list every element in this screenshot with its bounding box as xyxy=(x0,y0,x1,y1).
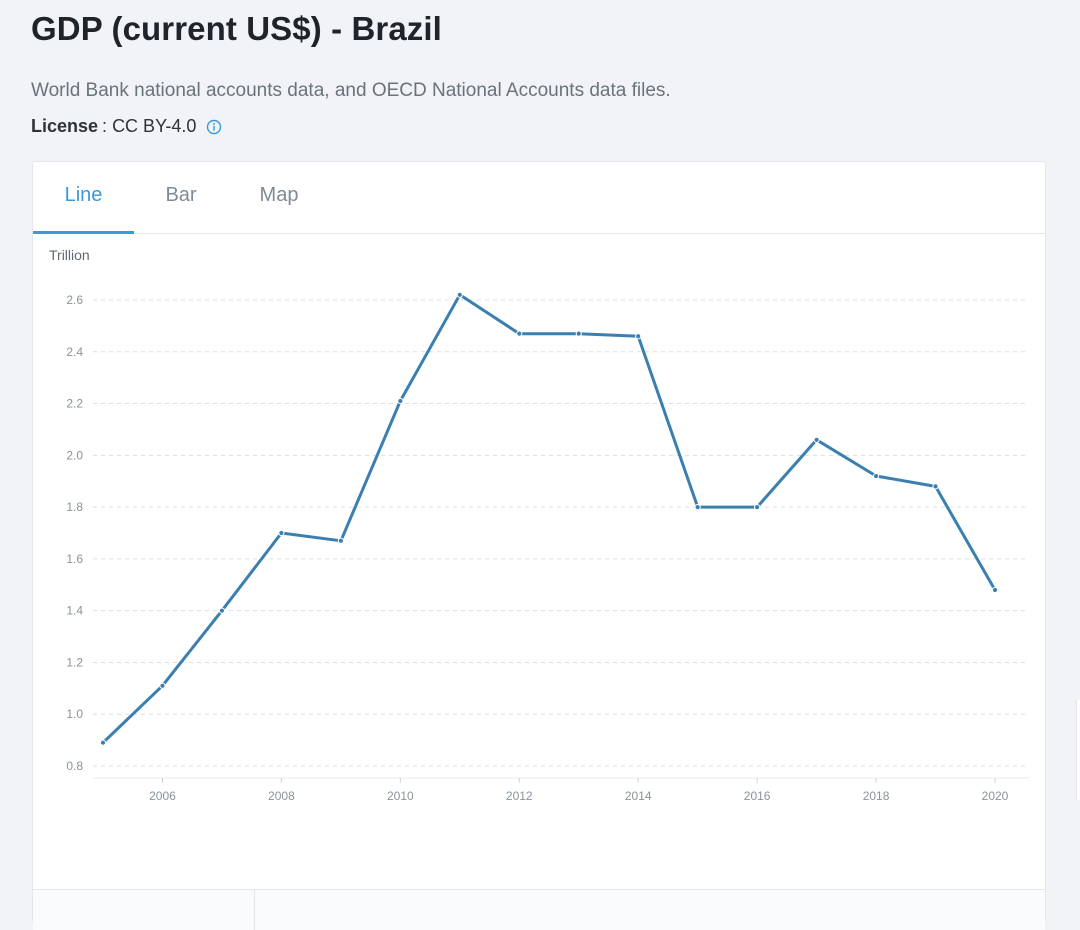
series-line xyxy=(101,293,997,745)
data-point xyxy=(397,397,404,405)
data-point xyxy=(813,436,820,443)
y-tick-label: 2.2 xyxy=(66,397,83,411)
data-point xyxy=(218,607,226,614)
y-tick-label: 2.0 xyxy=(66,448,83,462)
x-tick-label: 2016 xyxy=(744,789,771,803)
tab-line[interactable]: Line xyxy=(33,162,134,234)
y-tick-label: 1.6 xyxy=(66,552,83,566)
data-point xyxy=(991,586,999,594)
data-point xyxy=(456,291,463,298)
info-circle-icon[interactable] xyxy=(206,119,222,135)
license-separator: : xyxy=(102,116,108,136)
side-panel-edge xyxy=(1076,700,1080,800)
chart-card: Line Bar Map Trillion 0.8 1.0 1.2 1.4 1.6 1.8 2… xyxy=(32,161,1046,930)
data-source-text: World Bank national accounts data, and O… xyxy=(31,80,671,101)
data-point xyxy=(99,739,107,746)
y-axis-unit-label: Trillion xyxy=(49,247,90,263)
license-value: CC BY-4.0 xyxy=(112,116,197,136)
data-point xyxy=(575,330,582,337)
x-tick-label: 2008 xyxy=(268,789,295,803)
y-tick-label: 1.0 xyxy=(66,707,83,721)
y-tick-label: 1.8 xyxy=(66,500,83,514)
y-tick-label: 1.4 xyxy=(66,604,83,618)
data-point xyxy=(932,483,939,490)
data-point xyxy=(872,472,880,480)
data-point xyxy=(694,504,701,511)
license-line: License : CC BY-4.0 xyxy=(31,116,222,137)
data-point xyxy=(754,504,761,511)
y-tick-label: 1.2 xyxy=(66,655,83,669)
chart-area: Trillion 0.8 1.0 1.2 1.4 1.6 1.8 2.0 2.2 2.4 2.6 20… xyxy=(33,234,1045,814)
x-tick-label: 2018 xyxy=(863,789,890,803)
data-point xyxy=(337,537,344,544)
page-title: GDP (current US$) - Brazil xyxy=(31,10,442,47)
bottom-panel-divider xyxy=(254,890,255,930)
data-point xyxy=(516,330,523,337)
data-point xyxy=(278,529,285,537)
x-tick-label: 2012 xyxy=(506,789,533,803)
y-tick-label: 2.4 xyxy=(66,345,83,359)
x-tick-label: 2020 xyxy=(982,789,1009,803)
data-point xyxy=(159,682,166,689)
license-label: License xyxy=(31,116,99,136)
line-chart: Trillion 0.8 1.0 1.2 1.4 1.6 1.8 2.0 2.2 2.4 2.6 20… xyxy=(49,247,1029,803)
y-tick-label: 2.6 xyxy=(66,293,83,307)
y-tick-label: 0.8 xyxy=(66,759,83,773)
x-tick-label: 2014 xyxy=(625,789,652,803)
x-tick-label: 2010 xyxy=(387,789,414,803)
chart-tabs: Line Bar Map xyxy=(33,162,1045,234)
x-tick-label: 2006 xyxy=(149,789,176,803)
tab-map[interactable]: Map xyxy=(259,184,299,206)
tab-bar[interactable]: Bar xyxy=(165,184,197,206)
bottom-panel xyxy=(33,889,1045,930)
data-point xyxy=(635,333,642,340)
